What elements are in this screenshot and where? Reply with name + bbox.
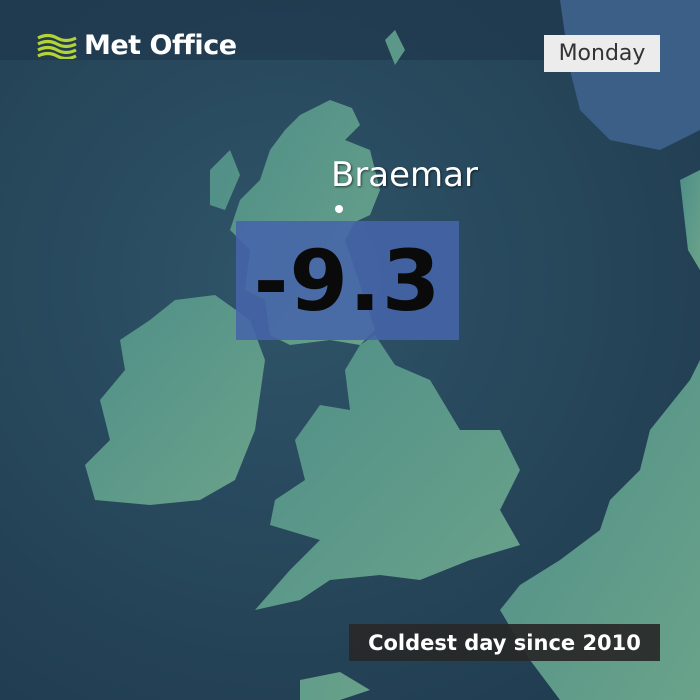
location-label: Braemar — [331, 155, 478, 195]
location-marker — [335, 205, 343, 213]
temperature-box: -9.3 — [236, 221, 459, 340]
temperature-value: -9.3 — [253, 231, 442, 330]
land-england-wales — [255, 335, 520, 610]
brand-name: Met Office — [84, 30, 237, 61]
land-europe — [500, 360, 700, 700]
met-office-logo: Met Office — [36, 30, 237, 61]
land-norway-coast — [680, 170, 700, 270]
met-office-waves-icon — [37, 33, 77, 59]
day-label: Monday — [544, 35, 660, 72]
caption-banner: Coldest day since 2010 — [349, 624, 660, 661]
land-ireland — [85, 295, 265, 505]
